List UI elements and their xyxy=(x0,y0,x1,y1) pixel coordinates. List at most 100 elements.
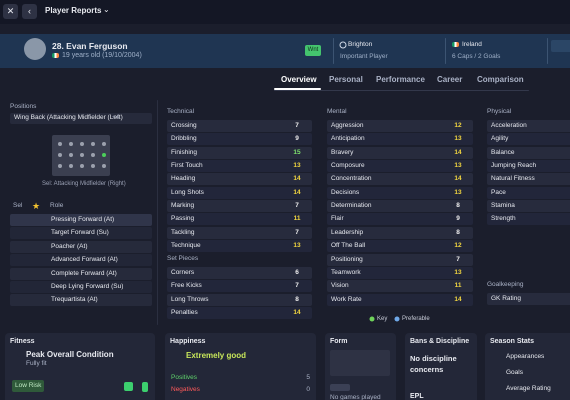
pitch-dot xyxy=(80,142,84,146)
close-button[interactable]: ✕ xyxy=(3,4,18,19)
attribute-row xyxy=(487,146,570,159)
attribute-row xyxy=(327,200,473,213)
attribute-value: 13 xyxy=(454,188,462,196)
legend-dot xyxy=(369,316,375,322)
club-crest xyxy=(339,41,347,49)
squad-status: Important Player xyxy=(340,53,388,60)
attribute-value: 14 xyxy=(454,175,462,183)
back-button[interactable]: ‹ xyxy=(22,4,37,19)
attribute-row xyxy=(327,160,473,173)
attribute-value: 13 xyxy=(454,135,462,143)
column-divider xyxy=(157,100,158,325)
attribute-group-title: Set Pieces xyxy=(167,255,199,262)
battery-icon xyxy=(142,382,148,392)
role-row[interactable] xyxy=(10,214,152,226)
column-header: Sel xyxy=(13,202,23,209)
tab-divider xyxy=(274,90,529,91)
attribute-row xyxy=(487,160,570,173)
pitch-dot xyxy=(80,153,84,157)
player-portrait xyxy=(24,38,46,60)
attribute-row xyxy=(487,133,570,146)
top-bar xyxy=(0,0,570,24)
header-button[interactable] xyxy=(551,40,570,52)
attribute-name: Balance xyxy=(491,148,515,156)
card xyxy=(405,333,477,400)
attribute-name: Off The Ball xyxy=(331,242,366,250)
pitch-dot xyxy=(102,153,106,157)
attribute-row xyxy=(167,293,312,306)
attribute-value: 14 xyxy=(454,295,462,303)
attribute-row xyxy=(327,186,473,199)
attribute-name: Finishing xyxy=(171,148,198,156)
role-row[interactable] xyxy=(10,254,152,267)
attribute-name: Composure xyxy=(331,162,365,170)
attribute-row xyxy=(487,200,570,213)
attribute-name: Dribbling xyxy=(171,135,197,143)
attribute-value: 11 xyxy=(293,215,301,223)
attribute-group-title: Goalkeeping xyxy=(487,281,524,288)
discipline-text: No discipline concerns xyxy=(410,354,457,374)
selected-position: Sel: Attacking Midfielder (Right) xyxy=(42,181,126,187)
role-row[interactable] xyxy=(10,294,152,307)
attribute-row xyxy=(327,120,473,132)
fitness-icon xyxy=(124,382,133,391)
tab[interactable]: Overview xyxy=(281,75,317,84)
tab[interactable]: Performance xyxy=(376,75,425,84)
attribute-name: Bravery xyxy=(331,148,354,156)
card-title: Season Stats xyxy=(490,338,534,345)
pitch-dot xyxy=(58,164,62,168)
role-name: Target Forward (Su) xyxy=(51,229,109,237)
role-name: Complete Forward (At) xyxy=(51,269,117,277)
pitch-dot xyxy=(69,142,73,146)
attribute-name: Crossing xyxy=(171,122,197,129)
attribute-value: 14 xyxy=(454,148,462,156)
risk-badge: Low Risk xyxy=(12,380,45,392)
legend-dot xyxy=(394,316,400,322)
menu-chevron[interactable]: ⌄ xyxy=(103,5,110,14)
divider xyxy=(445,38,446,64)
attribute-row xyxy=(167,200,312,213)
star-icon: ★ xyxy=(32,201,40,211)
form-note: No games played xyxy=(330,394,381,400)
attribute-value: 13 xyxy=(454,268,462,276)
season-stat: Appearances xyxy=(506,353,545,360)
form-button[interactable] xyxy=(330,384,350,391)
attribute-name: Determination xyxy=(331,202,372,210)
player-header xyxy=(0,34,570,68)
divider xyxy=(333,38,334,64)
role-row[interactable] xyxy=(10,281,152,293)
attribute-value: 14 xyxy=(293,175,301,183)
attribute-value: 14 xyxy=(293,309,301,317)
position-text: Wing Back (Attacking Midfielder (Left) xyxy=(14,114,123,121)
attribute-row xyxy=(167,160,312,173)
tab[interactable]: Personal xyxy=(329,75,363,84)
attribute-row xyxy=(167,307,312,320)
pitch-dot xyxy=(69,164,73,168)
attribute-name: Marking xyxy=(171,202,195,210)
attribute-row xyxy=(327,240,473,253)
fitness-status: Fully fit xyxy=(26,360,47,367)
attribute-name: Corners xyxy=(171,269,195,276)
role-row[interactable] xyxy=(10,267,152,280)
pitch-dot xyxy=(80,164,84,168)
card-title: Form xyxy=(330,338,348,345)
attribute-value: 7 xyxy=(295,228,299,236)
attribute-value: 8 xyxy=(456,228,460,236)
tab[interactable]: Career xyxy=(437,75,463,84)
nation-flag xyxy=(452,42,459,47)
card xyxy=(165,333,316,400)
attribute-row xyxy=(327,133,473,146)
attribute-row xyxy=(167,173,312,186)
role-row[interactable] xyxy=(10,240,152,253)
attribute-row xyxy=(327,173,473,186)
tab[interactable]: Comparison xyxy=(477,75,524,84)
pitch-dot xyxy=(91,164,95,168)
attribute-name: Concentration xyxy=(331,175,372,183)
legend-label: Preferable xyxy=(402,316,430,322)
attribute-name: Passing xyxy=(171,215,195,223)
pitch-dot xyxy=(58,153,62,157)
pitch-dot xyxy=(102,142,106,146)
attribute-name: Strength xyxy=(491,215,516,223)
player-name: 28. Evan Ferguson xyxy=(52,41,128,51)
role-row[interactable] xyxy=(10,227,152,240)
